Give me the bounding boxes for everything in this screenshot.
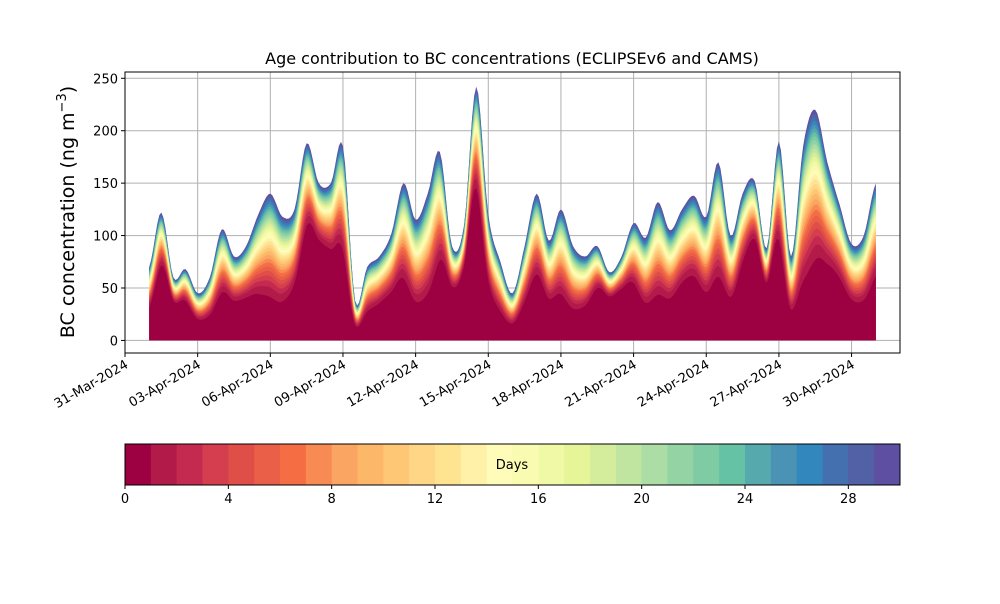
colorbar-swatch: [435, 444, 462, 485]
colorbar-swatch: [641, 444, 668, 485]
x-tick-label: 12-Apr-2024: [345, 357, 422, 410]
colorbar-swatch: [486, 444, 513, 485]
colorbar-swatch: [202, 444, 229, 485]
colorbar-tick-label: 0: [121, 492, 129, 507]
x-tick-label: 24-Apr-2024: [635, 357, 712, 410]
colorbar-swatch: [512, 444, 539, 485]
colorbar-swatch: [770, 444, 798, 485]
colorbar-swatch: [590, 444, 617, 485]
x-tick-label: 31-Mar-2024: [52, 357, 131, 411]
colorbar-swatch: [150, 444, 178, 485]
colorbar-swatch: [460, 444, 488, 485]
colorbar-swatch: [280, 444, 307, 485]
colorbar-tick-label: 4: [224, 492, 232, 507]
x-tick-label: 03-Apr-2024: [127, 357, 204, 410]
plot-frame: [124, 71, 901, 354]
colorbar-swatch: [409, 444, 436, 485]
colorbar-swatch: [564, 444, 591, 485]
x-tick-label: 09-Apr-2024: [272, 357, 349, 410]
age-band-area: [149, 188, 876, 341]
colorbar-swatch: [848, 444, 875, 485]
x-tick-label: 30-Apr-2024: [780, 357, 857, 410]
colorbar-swatch: [745, 444, 772, 485]
colorbar-tick-label: 16: [530, 492, 547, 507]
colorbar-swatch: [874, 444, 901, 485]
y-tick-label: 250: [93, 72, 118, 87]
colorbar-swatch: [796, 444, 823, 485]
colorbar-swatch: [615, 444, 643, 485]
colorbar-tick-label: 20: [633, 492, 650, 507]
y-tick-label: 0: [110, 334, 118, 349]
y-tick-label: 100: [93, 230, 118, 245]
colorbar-swatch: [822, 444, 849, 485]
colorbar-swatch: [538, 444, 565, 485]
y-axis-label-main: BC concentration (ng m: [57, 112, 79, 338]
colorbar-tick-label: 8: [328, 492, 336, 507]
colorbar-swatch: [357, 444, 384, 485]
colorbar-swatch: [305, 444, 333, 485]
y-axis-label-exponent: −3: [55, 93, 70, 112]
colorbar-swatch: [383, 444, 410, 485]
x-axis: 31-Mar-202403-Apr-202406-Apr-202409-Apr-…: [52, 353, 858, 412]
x-tick-label: 27-Apr-2024: [708, 357, 785, 410]
x-tick-label: 18-Apr-2024: [490, 357, 567, 410]
y-tick-label: 150: [93, 177, 118, 192]
colorbar-swatch: [254, 444, 281, 485]
colorbar-swatch: [228, 444, 255, 485]
y-tick-label: 50: [101, 282, 118, 297]
x-tick-label: 06-Apr-2024: [199, 357, 276, 410]
y-axis: 0 50 100 150 200 250: [93, 72, 125, 349]
colorbar-label: Days: [496, 458, 529, 473]
colorbar-tick-label: 24: [737, 492, 754, 507]
colorbar-tick-label: 28: [840, 492, 857, 507]
x-tick-label: 21-Apr-2024: [562, 357, 639, 410]
colorbar-swatch: [331, 444, 358, 485]
colorbar-swatch: [719, 444, 746, 485]
colorbar-swatch: [693, 444, 720, 485]
stacked-area-layer: [149, 86, 876, 341]
y-axis-label: BC concentration (ng m−3): [55, 86, 79, 338]
colorbar-swatch: [667, 444, 694, 485]
colorbar-frame: [124, 443, 901, 486]
y-tick-label: 200: [93, 125, 118, 140]
chart-title: Age contribution to BC concentrations (E…: [265, 49, 759, 68]
x-tick-label: 15-Apr-2024: [417, 357, 494, 410]
colorbar-swatch: [125, 444, 152, 485]
colorbar-swatch: [176, 444, 203, 485]
y-axis-label-suffix: ): [57, 86, 79, 93]
colorbar-tick-label: 12: [427, 492, 444, 507]
colorbar: 0 4 8 12 16 20 24 28: [121, 443, 901, 507]
